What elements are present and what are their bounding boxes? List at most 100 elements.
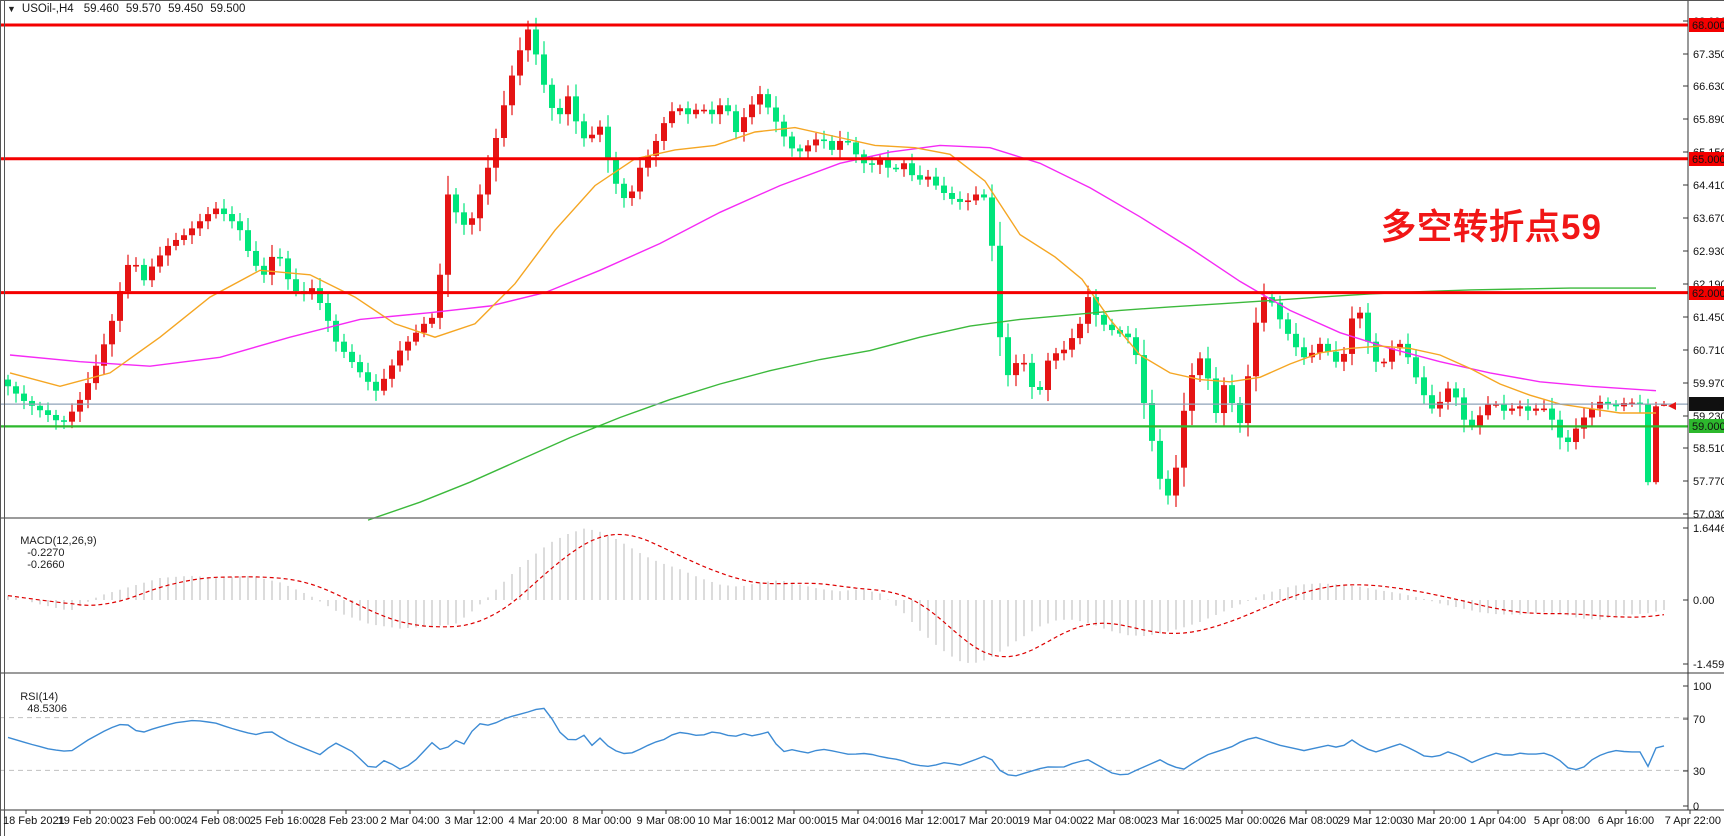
candle-body [653, 140, 659, 156]
candle-body [709, 109, 715, 115]
candle-body [629, 191, 635, 199]
price-badge-59.000 [1689, 419, 1724, 433]
candle-body [917, 175, 923, 180]
price-tick-label: 57.030 [1693, 509, 1724, 521]
time-axis-label: 19 Mar 04:00 [1018, 815, 1083, 827]
candle-body [1461, 397, 1467, 420]
price-tick-label: 61.450 [1693, 312, 1724, 324]
candle-body [1453, 388, 1459, 398]
candle-body [1181, 410, 1187, 468]
candle-body [285, 258, 291, 280]
candle-body [189, 228, 195, 236]
price-tick-label: 67.350 [1693, 49, 1724, 61]
time-axis-label: 30 Mar 20:00 [1402, 815, 1467, 827]
candle-body [573, 96, 579, 122]
candle-body [1549, 408, 1555, 420]
candle-body [1069, 338, 1075, 350]
candle-body [173, 239, 179, 246]
time-axis-label: 7 Apr 22:00 [1665, 815, 1721, 827]
candle-body [1373, 341, 1379, 362]
candle-body [1389, 348, 1395, 362]
price-tick-label: 57.770 [1693, 476, 1724, 488]
candle-body [1109, 324, 1115, 331]
candle-body [965, 200, 971, 203]
candle-body [533, 29, 539, 55]
candle-body [213, 208, 219, 215]
candle-body [741, 117, 747, 133]
candle-body [981, 194, 987, 198]
candle-body [589, 134, 595, 139]
candle-body [989, 197, 995, 246]
candle-body [149, 266, 155, 281]
time-axis-label: 10 Mar 16:00 [698, 815, 763, 827]
price-badge-label: 59.000 [1692, 421, 1724, 433]
time-axis-label: 2 Mar 04:00 [381, 815, 440, 827]
candle-body [1285, 319, 1291, 334]
price-tick-label: 65.890 [1693, 114, 1724, 126]
candle-body [165, 245, 171, 256]
candle-body [437, 274, 443, 318]
candle-body [1029, 362, 1035, 388]
candle-body [1581, 417, 1587, 429]
candle-body [37, 405, 43, 411]
candle-body [253, 250, 259, 266]
price-arrow-marker [1668, 402, 1676, 410]
candle-body [957, 198, 963, 202]
candle-body [645, 155, 651, 168]
candle-body [1541, 408, 1547, 411]
time-axis-label: 23 Mar 16:00 [1146, 815, 1211, 827]
candle-body [1653, 406, 1659, 483]
candle-body [229, 214, 235, 222]
price-badge-59.500 [1689, 397, 1724, 411]
candle-body [973, 194, 979, 201]
candle-body [1637, 402, 1643, 405]
candle-body [485, 167, 491, 195]
candle-body [637, 167, 643, 192]
candle-body [469, 218, 475, 225]
candle-body [429, 317, 435, 324]
candle-body [1445, 388, 1451, 402]
chart-plot-surface[interactable] [0, 0, 1688, 810]
rsi-panel-layer [0, 707, 1688, 777]
candle-body [445, 194, 451, 275]
time-axis-label: 22 Mar 08:00 [1082, 815, 1147, 827]
time-axis-label: 28 Feb 23:00 [314, 815, 379, 827]
price-badge-68.000 [1689, 18, 1724, 32]
candle-body [885, 158, 891, 168]
candle-body [13, 386, 19, 394]
candle-body [109, 320, 115, 345]
candle-body [677, 108, 683, 112]
symbol-dropdown-icon[interactable]: ▼ [7, 4, 16, 14]
time-axis-label: 12 Mar 00:00 [762, 815, 827, 827]
candle-body [1589, 408, 1595, 418]
candle-body [477, 194, 483, 219]
chart-plot-area[interactable] [0, 0, 1688, 810]
candle-body [277, 256, 283, 259]
candle-body [373, 381, 379, 391]
candle-body [413, 332, 419, 342]
time-axis-label: 17 Mar 20:00 [954, 815, 1019, 827]
candle-body [341, 341, 347, 352]
candle-body [1077, 323, 1083, 339]
price-tick-label: 59.970 [1693, 378, 1724, 390]
candle-body [1197, 358, 1203, 376]
rsi-axis-label: 0 [1693, 801, 1699, 813]
price-badge-label: 59.500 [1692, 399, 1724, 411]
candles-layer [5, 17, 1667, 507]
candle-body [1053, 353, 1059, 361]
candle-body [621, 183, 627, 199]
price-badge-label: 65.000 [1692, 154, 1724, 166]
price-tick-label: 62.930 [1693, 246, 1724, 258]
candle-body [117, 291, 123, 321]
candle-body [1213, 378, 1219, 414]
candle-body [5, 379, 11, 387]
candle-body [493, 137, 499, 168]
candle-body [1413, 357, 1419, 378]
candle-body [45, 410, 51, 415]
candle-body [813, 139, 819, 146]
candle-body [333, 320, 339, 342]
candle-body [381, 378, 387, 391]
candle-body [1357, 312, 1363, 319]
